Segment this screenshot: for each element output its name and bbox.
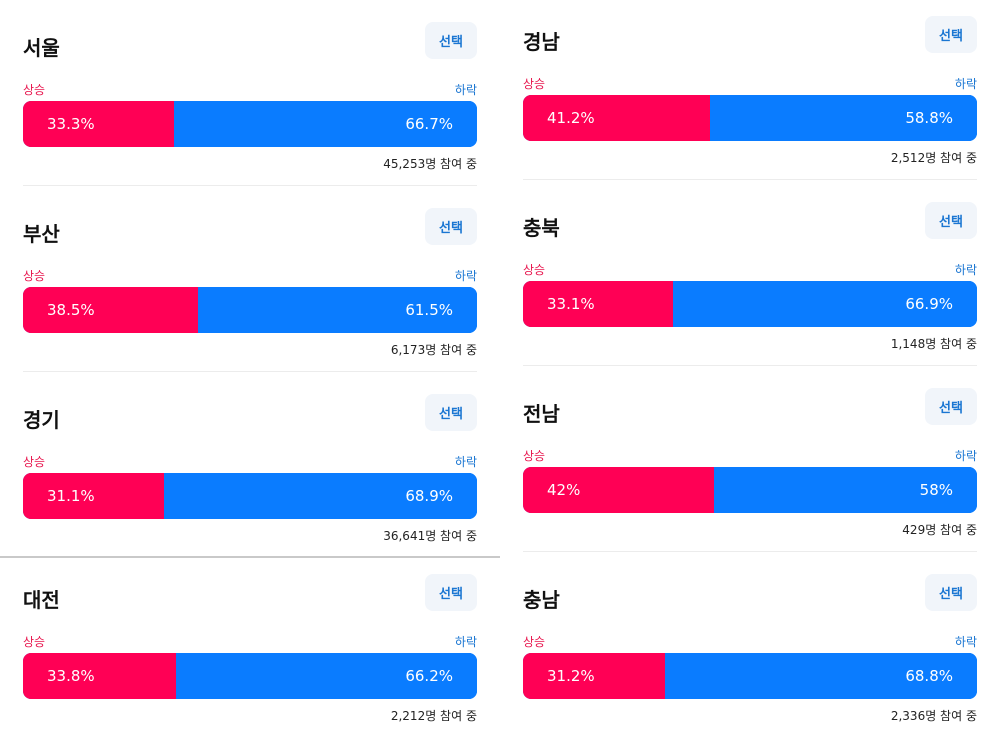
vote-ratio-bar: 33.1% 66.9% (523, 281, 977, 327)
select-button[interactable]: 선택 (925, 202, 977, 239)
vote-ratio-bar: 31.1% 68.9% (23, 473, 477, 519)
rise-percent: 31.1% (47, 487, 95, 505)
fall-label: 하락 (454, 635, 477, 649)
fall-percent: 66.2% (405, 667, 453, 685)
region-card-gyeonggi: 경기 선택 상승 하락 31.1% 68.9% 36,641명 참여 중 (23, 394, 477, 564)
divider (523, 365, 977, 366)
select-button[interactable]: 선택 (425, 208, 477, 245)
vote-ratio-bar: 41.2% 58.8% (523, 95, 977, 141)
separator-line (0, 556, 500, 558)
region-card-chungnam: 충남 선택 상승 하락 31.2% 68.8% 2,336명 참여 중 (523, 574, 977, 744)
fall-label: 하락 (954, 635, 977, 649)
participant-count: 2,212명 참여 중 (390, 709, 477, 723)
select-button[interactable]: 선택 (925, 16, 977, 53)
vote-ratio-bar: 33.3% 66.7% (23, 101, 477, 147)
region-card-busan: 부산 선택 상승 하락 38.5% 61.5% 6,173명 참여 중 (23, 208, 477, 378)
fall-segment: 58% (713, 467, 977, 513)
vote-ratio-bar: 38.5% 61.5% (23, 287, 477, 333)
fall-percent: 66.9% (905, 295, 953, 313)
participant-count: 36,641명 참여 중 (383, 529, 477, 543)
rise-label: 상승 (523, 263, 546, 277)
divider (23, 371, 477, 372)
region-name: 충북 (523, 216, 560, 240)
fall-segment: 68.8% (664, 653, 977, 699)
rise-label: 상승 (523, 449, 546, 463)
fall-percent: 66.7% (405, 115, 453, 133)
region-name: 서울 (23, 36, 60, 60)
divider (523, 551, 977, 552)
fall-label: 하락 (954, 449, 977, 463)
fall-segment: 66.7% (174, 101, 477, 147)
region-name: 경남 (523, 30, 560, 54)
region-name: 경기 (23, 408, 60, 432)
fall-percent: 58% (919, 481, 953, 499)
participant-count: 429명 참여 중 (902, 523, 977, 537)
rise-segment: 31.2% (523, 653, 665, 699)
rise-percent: 33.8% (47, 667, 95, 685)
rise-percent: 31.2% (547, 667, 595, 685)
rise-segment: 33.1% (523, 281, 674, 327)
divider (23, 185, 477, 186)
rise-percent: 38.5% (47, 301, 95, 319)
rise-segment: 33.3% (23, 101, 175, 147)
participant-count: 2,336명 참여 중 (890, 709, 977, 723)
rise-percent: 33.1% (547, 295, 595, 313)
divider (523, 179, 977, 180)
participant-count: 1,148명 참여 중 (890, 337, 977, 351)
fall-label: 하락 (454, 455, 477, 469)
region-name: 충남 (523, 588, 560, 612)
region-name: 전남 (523, 402, 560, 426)
region-name: 부산 (23, 222, 60, 246)
select-button[interactable]: 선택 (425, 394, 477, 431)
fall-segment: 61.5% (197, 287, 477, 333)
select-button[interactable]: 선택 (425, 574, 477, 611)
fall-percent: 68.8% (905, 667, 953, 685)
fall-segment: 68.9% (164, 473, 477, 519)
rise-segment: 31.1% (23, 473, 165, 519)
select-button[interactable]: 선택 (925, 574, 977, 611)
fall-percent: 68.9% (405, 487, 453, 505)
fall-label: 하락 (454, 269, 477, 283)
region-name: 대전 (23, 588, 60, 612)
select-button[interactable]: 선택 (925, 388, 977, 425)
participant-count: 6,173명 참여 중 (390, 343, 477, 357)
participant-count: 45,253명 참여 중 (383, 157, 477, 171)
region-card-seoul: 서울 선택 상승 하락 33.3% 66.7% 45,253명 참여 중 (23, 22, 477, 192)
rise-label: 상승 (23, 83, 46, 97)
region-card-jeonnam: 전남 선택 상승 하락 42% 58% 429명 참여 중 (523, 388, 977, 558)
fall-segment: 66.9% (673, 281, 977, 327)
rise-label: 상승 (523, 77, 546, 91)
fall-segment: 66.2% (176, 653, 477, 699)
participant-count: 2,512명 참여 중 (890, 151, 977, 165)
fall-percent: 61.5% (405, 301, 453, 319)
rise-percent: 33.3% (47, 115, 95, 133)
region-card-chungbuk: 충북 선택 상승 하락 33.1% 66.9% 1,148명 참여 중 (523, 202, 977, 372)
rise-label: 상승 (23, 455, 46, 469)
region-card-daejeon: 대전 선택 상승 하락 33.8% 66.2% 2,212명 참여 중 (23, 574, 477, 744)
rise-percent: 42% (547, 481, 581, 499)
rise-label: 상승 (523, 635, 546, 649)
fall-segment: 58.8% (710, 95, 977, 141)
rise-segment: 42% (523, 467, 714, 513)
rise-segment: 38.5% (23, 287, 198, 333)
rise-percent: 41.2% (547, 109, 595, 127)
rise-label: 상승 (23, 635, 46, 649)
region-card-gyeongnam: 경남 선택 상승 하락 41.2% 58.8% 2,512명 참여 중 (523, 16, 977, 186)
vote-ratio-bar: 33.8% 66.2% (23, 653, 477, 699)
fall-label: 하락 (954, 263, 977, 277)
rise-label: 상승 (23, 269, 46, 283)
select-button[interactable]: 선택 (425, 22, 477, 59)
vote-ratio-bar: 31.2% 68.8% (523, 653, 977, 699)
fall-label: 하락 (954, 77, 977, 91)
vote-ratio-bar: 42% 58% (523, 467, 977, 513)
fall-percent: 58.8% (905, 109, 953, 127)
rise-segment: 33.8% (23, 653, 177, 699)
fall-label: 하락 (454, 83, 477, 97)
rise-segment: 41.2% (523, 95, 711, 141)
